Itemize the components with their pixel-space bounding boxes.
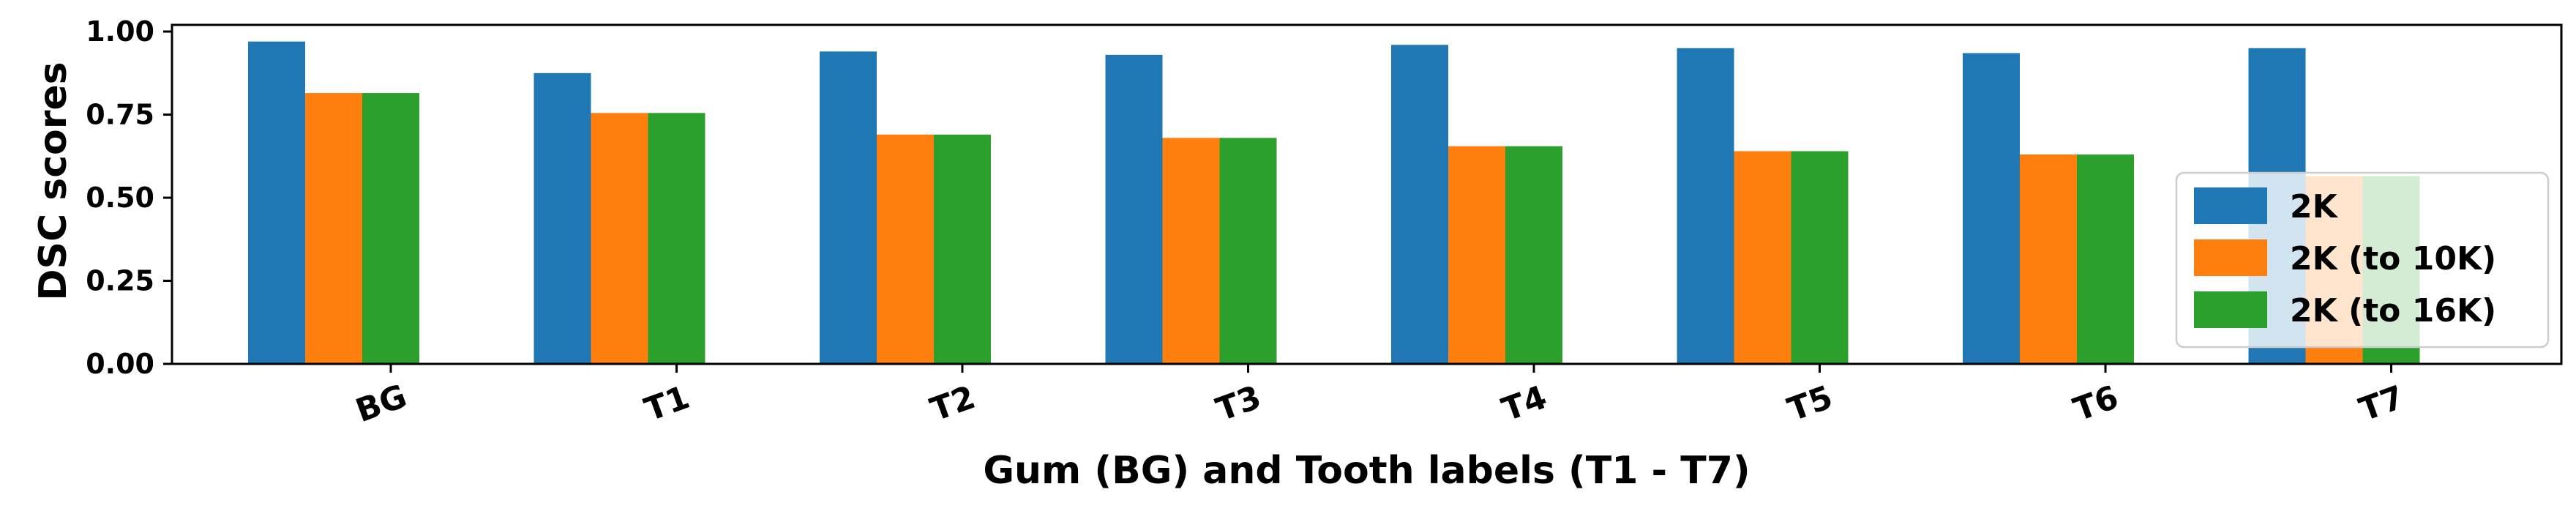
y-tick-label: 0.50 [86,182,154,214]
bars-layer [248,41,2420,365]
x-tick-label-t2: T2 [926,379,980,429]
x-tick-label-t7: T7 [2354,379,2408,429]
plot-frame [171,23,2563,365]
y-tick-label: 0.75 [86,99,154,131]
bar-t2-series-3 [934,134,991,364]
y-tick-label: 0.25 [86,265,154,297]
y-axis-label: DSC scores [31,62,75,300]
bar-t1-series-2 [591,113,648,364]
bar-t4-series-3 [1505,146,1562,364]
legend-label-2: 2K (to 10K) [2290,240,2496,278]
legend-box [2175,171,2550,349]
x-tick-label-t4: T4 [1497,379,1551,429]
x-axis: BG T1 T2 T3 T4 T5 T6 T7 [351,364,2409,430]
bar-t3-series-1 [1105,54,1163,365]
bar-t2-series-2 [877,134,934,364]
legend-label-1: 2K [2290,188,2339,226]
bar-bg-series-3 [362,93,419,364]
x-tick-label-t6: T6 [2069,379,2123,429]
y-axis: 0.00 0.25 0.50 0.75 1.00 [86,15,172,380]
bar-t3-series-2 [1162,138,1220,365]
legend: 2K 2K (to 10K) 2K (to 16K) [2175,171,2550,349]
bar-t6-series-3 [2077,154,2134,364]
bar-t3-series-3 [1219,138,1277,365]
bar-t6-series-1 [1963,53,2020,364]
bar-t5-series-1 [1677,48,1734,365]
x-tick-label-t1: T1 [640,379,694,429]
bar-t4-series-1 [1391,45,1448,365]
bar-t1-series-3 [648,113,705,364]
y-tick-label: 0.00 [86,348,154,380]
bar-t5-series-2 [1734,151,1791,365]
bar-bg-series-2 [305,93,362,364]
legend-swatch-3 [2194,291,2267,328]
y-tick-label: 1.00 [86,15,154,48]
bar-t5-series-3 [1791,151,1849,365]
bar-t1-series-1 [533,72,591,364]
bar-bg-series-1 [248,41,305,365]
bar-t6-series-2 [2020,154,2077,364]
legend-swatch-1 [2194,187,2267,224]
x-axis-label: Gum (BG) and Tooth labels (T1 - T7) [983,449,1750,493]
x-tick-label-t5: T5 [1783,379,1837,429]
bar-t2-series-1 [820,51,877,365]
legend-swatch-2 [2194,239,2267,276]
bar-t4-series-2 [1448,146,1505,364]
legend-label-3: 2K (to 16K) [2290,292,2496,329]
x-tick-label-t3: T3 [1211,379,1265,429]
x-tick-label-bg: BG [351,378,412,431]
